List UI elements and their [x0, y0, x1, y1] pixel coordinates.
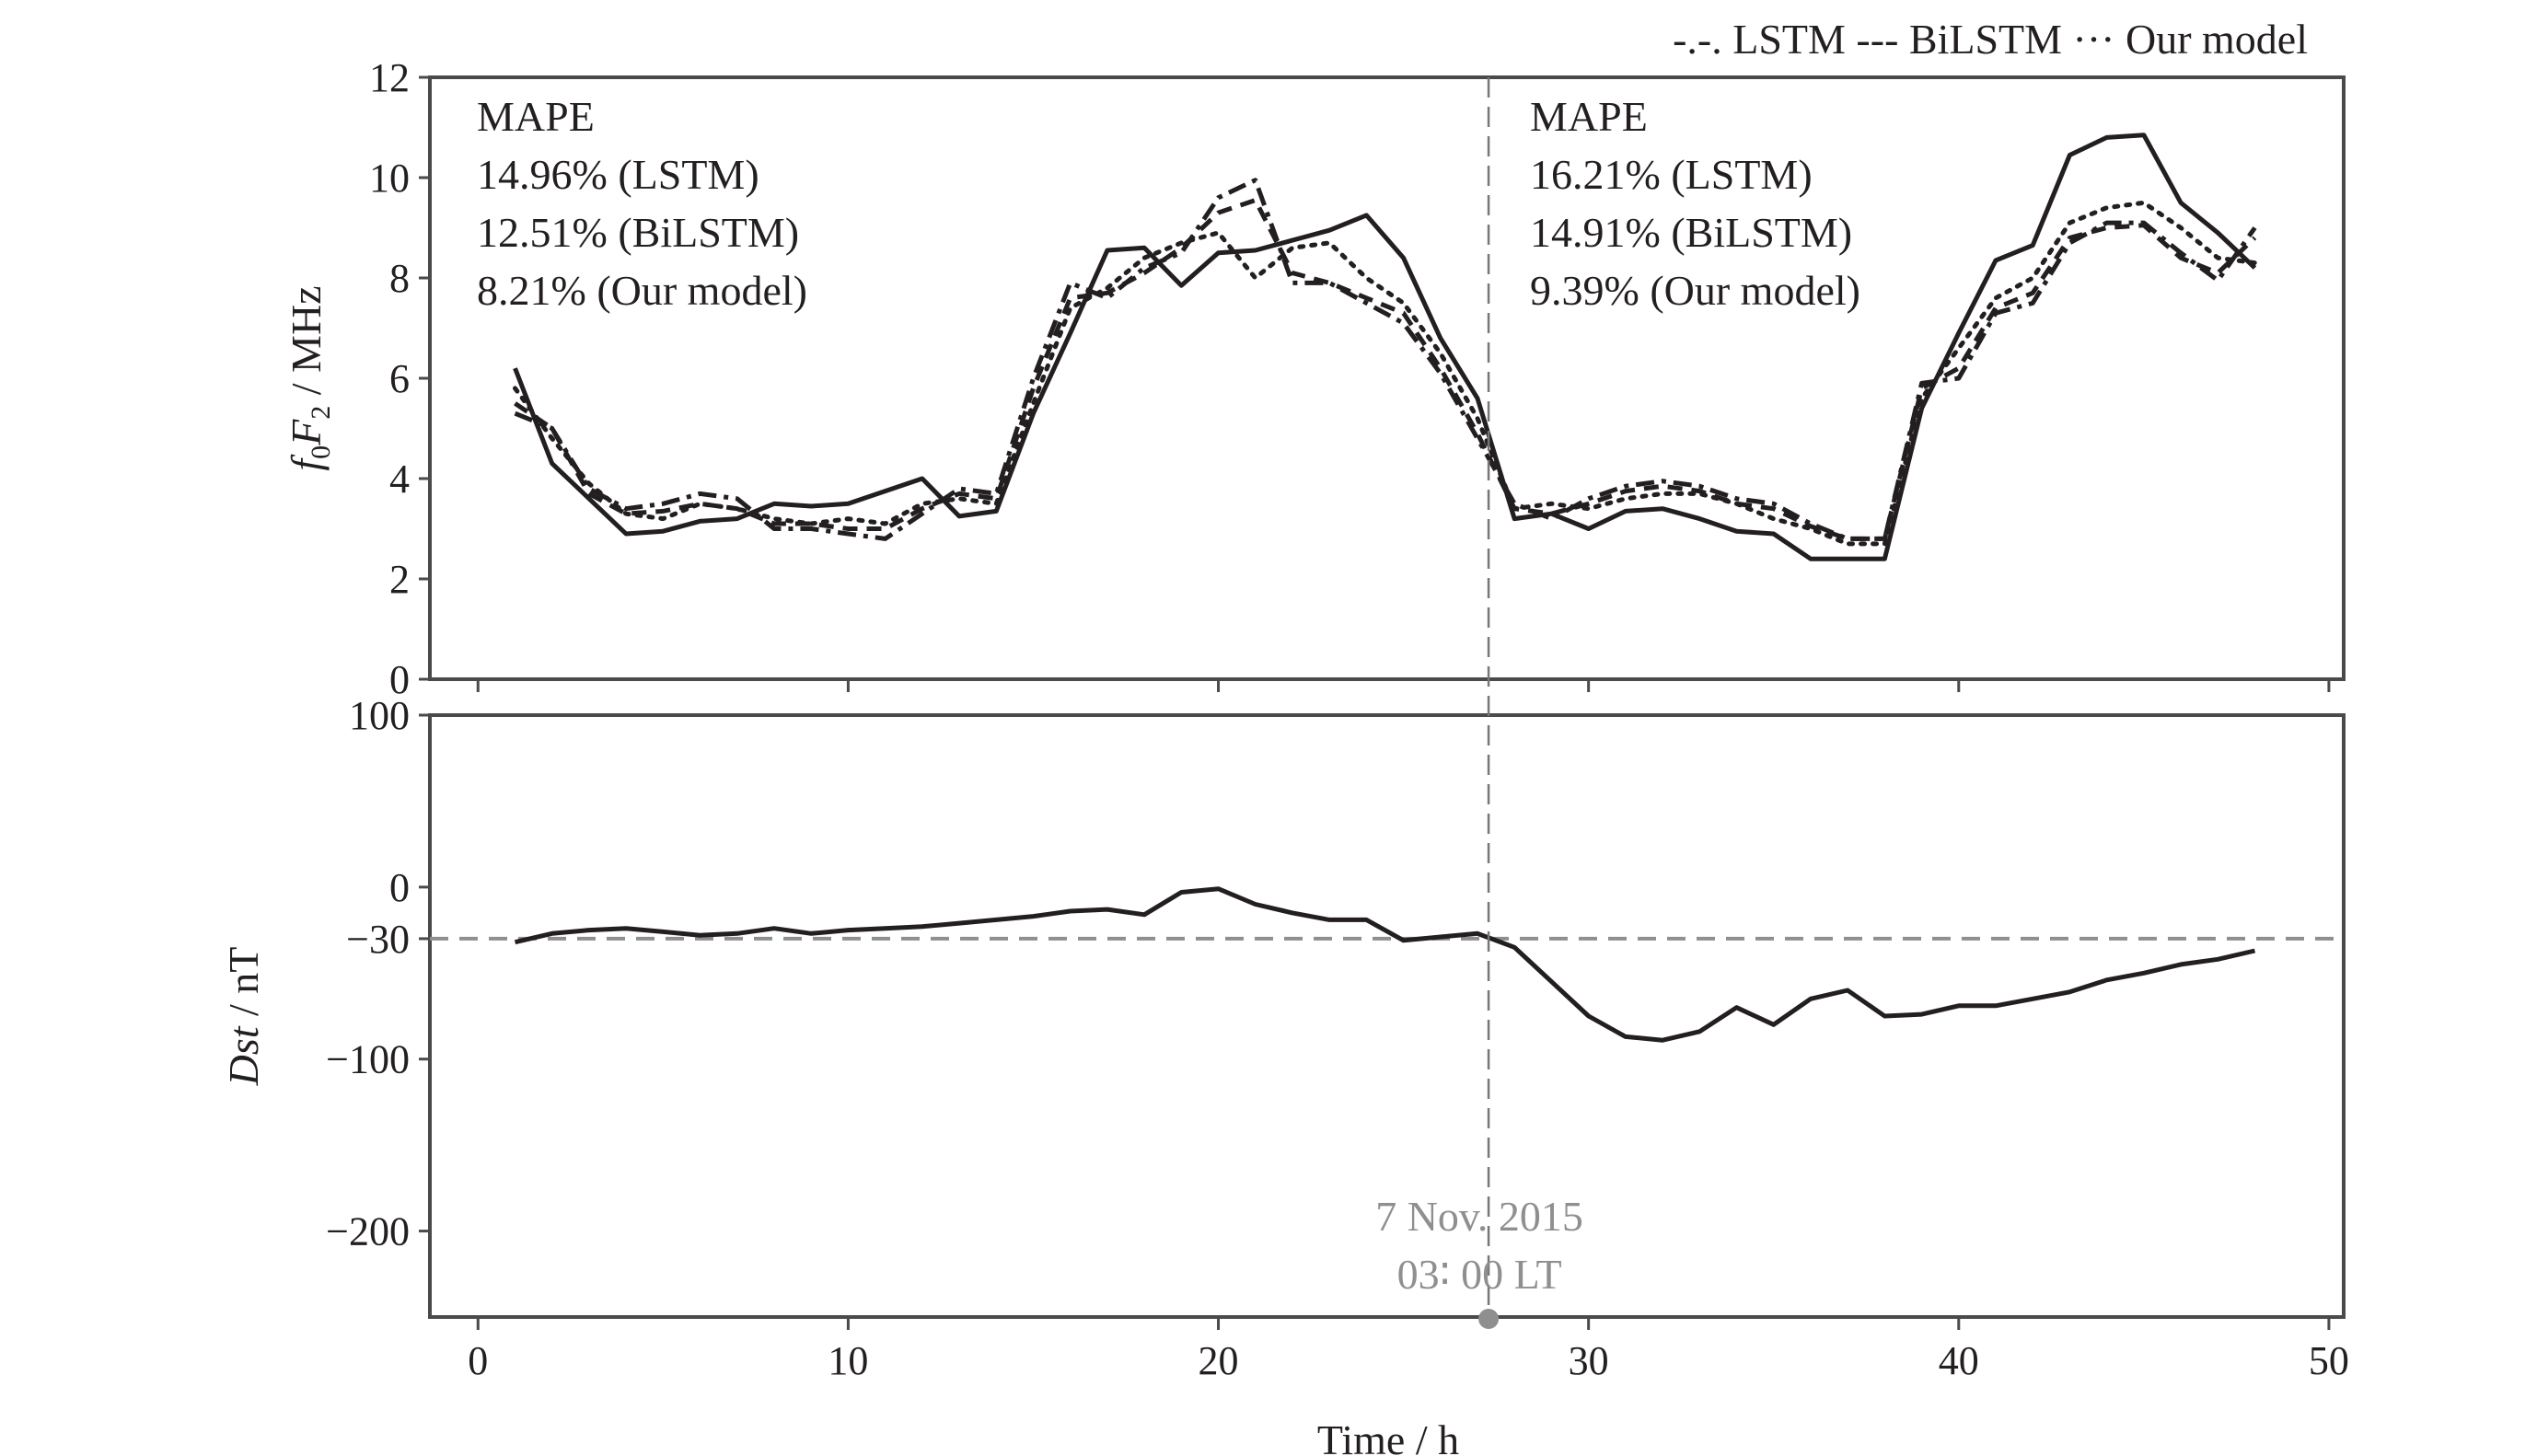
y-tick-label: −100	[326, 1037, 410, 1082]
x-axis-label: Time / h	[1317, 1416, 1459, 1456]
y-tick-label: 100	[349, 693, 410, 738]
legend: -.-. LSTM --- BiLSTM ··· Our model	[1673, 16, 2308, 63]
y-tick-label: 2	[389, 557, 410, 602]
ylabel-nt: / nT	[220, 947, 267, 1027]
mape-left-bilstm: 12.51% (BiLSTM)	[477, 209, 799, 256]
event-marker: 7 Nov. 2015 03∶ 00 LT	[1375, 77, 1583, 1329]
mape-right-bilstm: 14.91% (BiLSTM)	[1530, 209, 1852, 256]
y-tick-label: 0	[389, 657, 410, 702]
x-tick-label: 30	[1569, 1338, 1609, 1383]
y-tick-label: 8	[389, 256, 410, 301]
series-line-dst	[514, 886, 2256, 1043]
top-ylabel: f0F2 / MHz	[283, 285, 336, 470]
x-tick-label: 50	[2309, 1338, 2349, 1383]
event-date: 7 Nov. 2015	[1375, 1193, 1583, 1240]
ylabel-unit: / MHz	[283, 285, 330, 405]
y-tick-label: 6	[389, 356, 410, 401]
series-line-lstm	[514, 178, 2257, 541]
ylabel-dst: Dst	[220, 1025, 267, 1086]
mape-right-lstm: 16.21% (LSTM)	[1530, 151, 1813, 198]
mape-right-ours: 9.39% (Our model)	[1530, 267, 1860, 314]
event-time: 03∶ 00 LT	[1397, 1251, 1562, 1298]
series-line-our-model	[513, 200, 2257, 547]
bottom-ylabel: Dst / nT	[220, 947, 267, 1087]
y-tick-label: 12	[369, 55, 410, 100]
top-panel: 0 2 4 6 8 10 12 MAPE 14.96% (LSTM) 12.51% (BiL…	[283, 55, 2346, 702]
series-line-solid	[513, 133, 2257, 561]
mape-left-lstm: 14.96% (LSTM)	[477, 151, 759, 198]
y-tick-label: 4	[389, 456, 410, 502]
mape-left: MAPE 14.96% (LSTM) 12.51% (BiLSTM) 8.21%…	[477, 93, 807, 314]
y-tick-label: 10	[369, 156, 410, 201]
bottom-panel: 100 0 −30 −100 −200 0 10 20 30 40 50 Dst / nT Time…	[220, 693, 2349, 1456]
mape-right: MAPE 16.21% (LSTM) 14.91% (BiLSTM) 9.39%…	[1530, 93, 1860, 314]
ylabel-sub0: 0	[306, 445, 336, 459]
x-tick-label: 0	[468, 1338, 488, 1383]
bottom-plot-frame	[428, 713, 2346, 1319]
x-tick-label: 20	[1199, 1338, 1239, 1383]
ylabel-F: F	[283, 419, 330, 446]
event-dot	[1478, 1309, 1500, 1329]
y-tick-label: −30	[346, 917, 410, 962]
ylabel-sub2: 2	[306, 406, 336, 420]
x-tick-label: 10	[828, 1338, 868, 1383]
y-tick-label: −200	[326, 1209, 410, 1254]
y-tick-label: 0	[389, 865, 410, 910]
mape-left-ours: 8.21% (Our model)	[477, 267, 807, 314]
mape-left-title: MAPE	[477, 93, 595, 140]
mape-right-title: MAPE	[1530, 93, 1648, 140]
x-tick-label: 40	[1939, 1338, 1979, 1383]
